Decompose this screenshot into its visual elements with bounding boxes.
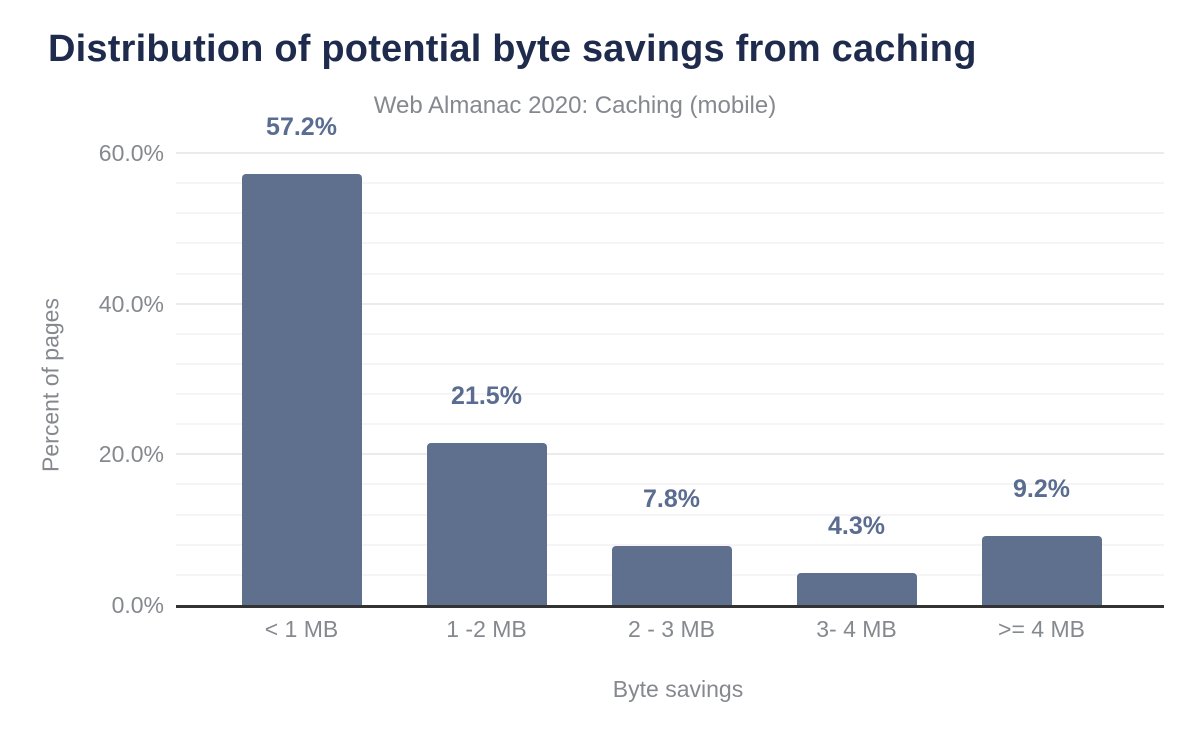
chart-subtitle: Web Almanac 2020: Caching (mobile) [373, 92, 777, 119]
x-tick-label: 2 - 3 MB [628, 616, 715, 642]
major-gridline [176, 302, 1164, 305]
bar-value-label: 9.2% [1013, 474, 1070, 503]
minor-gridline [176, 242, 1164, 245]
chart-title: Distribution of potential byte savings f… [48, 28, 977, 70]
bar-value-label: 4.3% [828, 511, 885, 540]
x-axis-title: Byte savings [612, 676, 744, 702]
x-tick-label: < 1 MB [264, 616, 339, 642]
bar-band: 21.5% [394, 153, 579, 605]
minor-gridline [176, 393, 1164, 396]
y-tick-label: 20.0% [98, 441, 164, 468]
x-tick-label: 1 -2 MB [446, 616, 527, 642]
bar-band: 7.8% [579, 153, 764, 605]
minor-gridline [176, 272, 1164, 275]
minor-gridline [176, 362, 1164, 365]
bar-value-label: 21.5% [451, 382, 522, 411]
bar-band: 9.2% [949, 153, 1134, 605]
x-tick-label: 3- 4 MB [816, 616, 897, 642]
plot-area: 57.2% 21.5% 7.8% 4.3% 9.2% [176, 113, 1164, 608]
bar [426, 443, 547, 605]
major-gridline [176, 453, 1164, 456]
minor-gridline [176, 182, 1164, 185]
bar [241, 174, 362, 605]
minor-gridline [176, 483, 1164, 486]
minor-gridline [176, 423, 1164, 426]
major-gridline [176, 152, 1164, 154]
minor-gridline [176, 513, 1164, 516]
bar-series: 57.2% 21.5% 7.8% 4.3% 9.2% [209, 113, 1134, 605]
y-tick-label: 40.0% [98, 290, 164, 317]
x-tick-label: >= 4 MB [998, 616, 1085, 642]
minor-gridline [176, 212, 1164, 215]
minor-gridline [176, 332, 1164, 335]
minor-gridline [176, 543, 1164, 546]
bar [611, 546, 732, 605]
bar-band: 4.3% [764, 153, 949, 605]
bar-value-label: 57.2% [266, 113, 337, 142]
bar [981, 535, 1102, 605]
y-tick-label: 60.0% [98, 140, 164, 166]
y-tick-label: 0.0% [111, 592, 164, 618]
x-axis-ticks: < 1 MB 1 -2 MB 2 - 3 MB 3- 4 MB >= 4 MB [209, 616, 1134, 643]
bar [796, 572, 917, 605]
bar-value-label: 7.8% [643, 485, 700, 514]
bar-band: 57.2% [209, 113, 394, 605]
